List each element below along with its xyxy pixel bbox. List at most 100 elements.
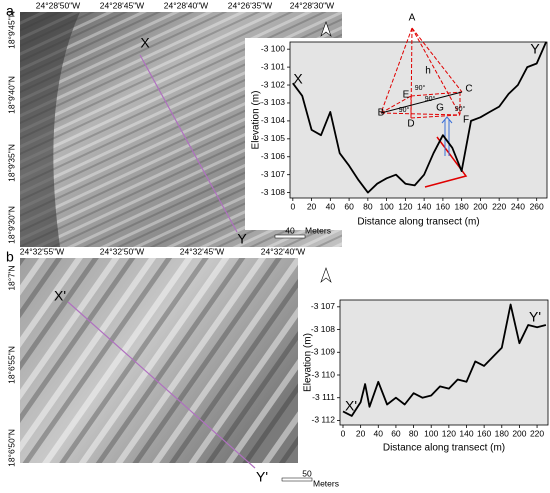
- x-tick-label: 60: [344, 201, 354, 211]
- annotation: A: [409, 13, 416, 24]
- x-tick-label: 200: [512, 428, 526, 438]
- x-axis-label: Distance along transect (m): [383, 443, 505, 454]
- x-tick-label: 100: [380, 201, 394, 211]
- construction-line: [410, 91, 463, 97]
- x-tick-label: 160: [436, 201, 450, 211]
- longitude-label: 24°28'40"W: [164, 0, 208, 10]
- x-tick-label: 80: [409, 428, 419, 438]
- x-tick-label: 40: [374, 428, 384, 438]
- annotation: 90°: [415, 84, 426, 92]
- longitude-label: 24°28'30"W: [290, 0, 334, 10]
- longitude-label: 24°32'40"W: [261, 246, 305, 256]
- scale-bar: [274, 234, 306, 239]
- x-axis-label: Distance along transect (m): [357, 217, 479, 228]
- profile-line: [292, 41, 547, 194]
- plot-area: [289, 41, 548, 199]
- x-tick-label: 0: [341, 428, 346, 438]
- construction-line: [380, 91, 463, 114]
- latitude-label: 18°6'55"N: [6, 346, 16, 384]
- north-arrow: [320, 21, 332, 37]
- y-tick-label: -3 109: [311, 347, 335, 357]
- annotation: E: [403, 90, 410, 101]
- map-b: [20, 258, 332, 482]
- y-tick-label: -3 104: [261, 115, 285, 125]
- annotation: 90°: [455, 105, 466, 113]
- annotation: 90°: [399, 106, 410, 114]
- y-tick-label: -3 112: [312, 415, 336, 425]
- annotation: B: [378, 108, 385, 119]
- scale-bar: [281, 477, 313, 482]
- x-tick-label: 60: [391, 428, 401, 438]
- x-tick-label: 260: [530, 201, 544, 211]
- y-tick-label: -3 111: [312, 392, 335, 402]
- latitude-label: 18°6'50"N: [6, 429, 16, 467]
- transect-end-label: X: [140, 35, 150, 51]
- longitude-label: 24°26'35"W: [228, 0, 272, 10]
- annotation: X: [293, 71, 303, 87]
- y-tick-label: -3 100: [261, 43, 285, 53]
- transect-line: [67, 301, 256, 469]
- y-tick-label: -3 110: [312, 369, 336, 379]
- map-texture: [20, 258, 298, 463]
- x-tick-label: 180: [495, 428, 509, 438]
- slope-lines: [424, 136, 468, 188]
- construction-line: [411, 27, 463, 93]
- transect-end-label: X': [54, 288, 66, 304]
- profile-line: [342, 303, 547, 417]
- y-tick-label: -3 107: [261, 169, 285, 179]
- longitude-label: 24°32'45"W: [180, 246, 224, 256]
- y-tick-label: -3 101: [261, 61, 285, 71]
- y-tick-label: -3 108: [261, 187, 285, 197]
- y-tick-label: -3 106: [261, 151, 285, 161]
- longitude-label: 24°32'55"W: [20, 246, 64, 256]
- latitude-label: 18°9'45"N: [6, 11, 16, 49]
- latitude-label: 18°7'N: [6, 265, 16, 290]
- annotation: C: [465, 84, 472, 95]
- x-tick-label: 0: [290, 201, 295, 211]
- transect-line: [139, 54, 238, 233]
- annotation: Y': [529, 309, 541, 325]
- x-tick-label: 20: [307, 201, 317, 211]
- construction-line: [410, 114, 461, 119]
- longitude-label: 24°32'50"W: [100, 246, 144, 256]
- longitude-label: 24°28'45"W: [100, 0, 144, 10]
- x-tick-label: 160: [477, 428, 491, 438]
- annotation: 90°: [425, 95, 436, 103]
- x-tick-label: 240: [511, 201, 525, 211]
- latitude-label: 18°9'30"N: [6, 206, 16, 244]
- north-arrow: [320, 267, 332, 283]
- y-tick-label: -3 107: [311, 301, 335, 311]
- x-tick-label: 220: [530, 428, 544, 438]
- construction-line: [380, 112, 461, 116]
- x-tick-label: 100: [424, 428, 438, 438]
- x-tick-label: 120: [398, 201, 412, 211]
- x-tick-label: 80: [363, 201, 373, 211]
- annotation: h: [425, 66, 431, 77]
- transect-end-label: Y': [256, 469, 268, 485]
- transect-end-label: Y: [237, 231, 247, 247]
- annotation: F: [463, 115, 469, 126]
- longitude-label: 24°28'50"W: [36, 0, 80, 10]
- x-tick-label: 40: [326, 201, 336, 211]
- x-tick-label: 220: [492, 201, 506, 211]
- panel-letter: b: [6, 249, 14, 265]
- plot-area: [339, 299, 549, 426]
- latitude-label: 18°9'40"N: [6, 76, 16, 114]
- y-tick-label: -3 105: [261, 133, 285, 143]
- scale-unit: Meters: [313, 478, 339, 488]
- y-axis-label: Elevation (m): [303, 333, 314, 392]
- y-axis-label: Elevation (m): [251, 91, 262, 150]
- x-tick-label: 120: [442, 428, 456, 438]
- x-tick-label: 180: [455, 201, 469, 211]
- x-tick-label: 20: [356, 428, 366, 438]
- x-tick-label: 200: [473, 201, 487, 211]
- x-tick-label: 140: [459, 428, 473, 438]
- scale-unit: Meters: [305, 225, 331, 235]
- annotation: G: [436, 103, 444, 114]
- panel-letter: a: [6, 3, 14, 19]
- annotation: D: [407, 119, 414, 130]
- y-tick-label: -3 108: [311, 324, 335, 334]
- crater-rim: [20, 12, 80, 247]
- construction-line: [411, 27, 461, 116]
